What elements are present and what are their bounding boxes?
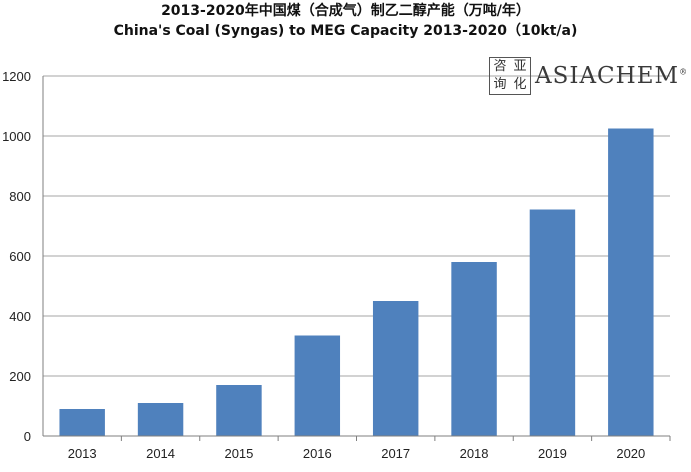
x-tick-label: 2017 — [381, 446, 410, 461]
y-tick-label: 1200 — [2, 69, 31, 84]
y-tick-label: 800 — [9, 189, 31, 204]
logo-seal-char: 亚 — [513, 59, 527, 74]
chart-title: 2013-2020年中国煤（合成气）制乙二醇产能（万吨/年） — [161, 3, 530, 19]
x-tick-label: 2016 — [303, 446, 332, 461]
gridlines — [43, 75, 670, 377]
bar-2019 — [529, 209, 576, 436]
chart-subtitle: China's Coal (Syngas) to MEG Capacity 20… — [113, 23, 578, 39]
axes — [42, 76, 671, 441]
bar-2013 — [59, 409, 105, 436]
x-tick-label: 2014 — [146, 446, 175, 461]
asiachem-logo: 咨 亚 询 化 ASIACHEM® — [489, 56, 688, 96]
logo-seal-char: 询 — [493, 77, 507, 92]
x-tick-label: 2013 — [68, 446, 97, 461]
y-tick-label: 1000 — [2, 129, 31, 144]
logo-wordmark-text: ASIACHEM — [535, 63, 680, 89]
y-tick-label: 400 — [9, 309, 31, 324]
logo-seal: 咨 亚 询 化 — [489, 57, 531, 95]
y-tick-label: 600 — [9, 249, 31, 264]
x-tick-label: 2020 — [616, 446, 645, 461]
logo-seal-char: 咨 — [493, 59, 507, 74]
x-tick-label: 2018 — [460, 446, 489, 461]
bar-2020 — [608, 128, 654, 436]
bar-2014 — [137, 403, 184, 436]
bar-2017 — [372, 301, 419, 436]
x-tick-label: 2015 — [224, 446, 253, 461]
tick-labels: 0 200 400 600 800 1000 1200 2013 2014 2015 2016 201… — [2, 69, 645, 461]
bar-2016 — [294, 335, 341, 436]
bar-2015 — [216, 385, 262, 436]
bars — [59, 128, 654, 436]
x-tick-label: 2019 — [538, 446, 567, 461]
registered-mark: ® — [679, 67, 689, 77]
logo-seal-char: 化 — [513, 77, 527, 92]
logo-wordmark: ASIACHEM® — [535, 63, 688, 89]
y-tick-label: 200 — [9, 369, 31, 384]
y-tick-label: 0 — [24, 429, 31, 444]
bar-2018 — [451, 262, 497, 436]
